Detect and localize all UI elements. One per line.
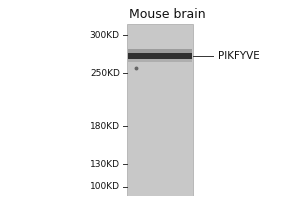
Text: 180KD: 180KD: [90, 122, 120, 131]
Text: 300KD: 300KD: [90, 31, 120, 40]
Text: Mouse brain: Mouse brain: [129, 8, 206, 21]
Text: 250KD: 250KD: [90, 69, 120, 78]
Bar: [128, 59, 192, 62]
Bar: [128, 49, 192, 53]
Text: 100KD: 100KD: [90, 182, 120, 191]
Text: PIKFYVE: PIKFYVE: [218, 51, 260, 61]
Bar: [128, 53, 192, 59]
Text: 130KD: 130KD: [90, 160, 120, 169]
Bar: [127, 24, 193, 196]
